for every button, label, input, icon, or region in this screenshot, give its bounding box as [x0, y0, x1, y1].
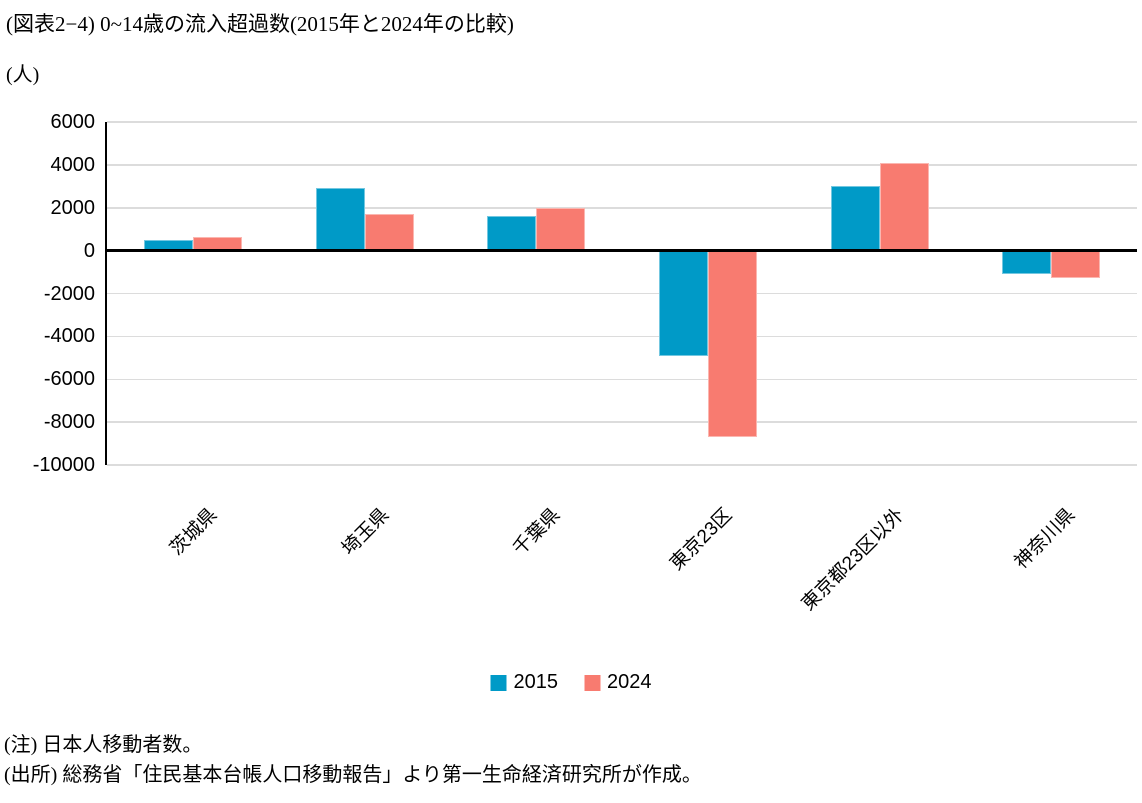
legend-label-2024: 2024	[607, 671, 652, 693]
gridline	[107, 164, 1137, 166]
legend-item-2024: 2024	[584, 671, 652, 694]
x-category-label: 東京都23区以外	[797, 504, 908, 615]
chart-legend: 2015 2024	[490, 671, 652, 694]
gridline	[107, 121, 1137, 123]
zero-axis-line	[107, 249, 1137, 253]
bar-2024-神奈川県	[1051, 250, 1101, 279]
chart-notes: (注) 日本人移動者数。 (出所) 総務省「住民基本台帳人口移動報告」より第一生…	[4, 730, 702, 790]
y-tick-label: 4000	[50, 153, 96, 176]
legend-swatch-2015	[490, 674, 507, 691]
note-line: (注) 日本人移動者数。	[4, 734, 203, 756]
source-line: (出所) 総務省「住民基本台帳人口移動報告」より第一生命経済研究所が作成。	[4, 764, 702, 786]
y-tick-label: 2000	[50, 196, 96, 219]
bar-2024-東京23区	[707, 250, 757, 438]
legend-item-2015: 2015	[490, 671, 559, 694]
bar-2015-埼玉県	[315, 188, 365, 251]
y-tick-label: -8000	[43, 411, 95, 434]
chart-title: (図表2−4) 0~14歳の流入超過数(2015年と2024年の比較)	[6, 12, 514, 36]
gridline	[107, 207, 1137, 209]
bar-2015-東京23区	[658, 250, 708, 356]
legend-label-2015: 2015	[513, 671, 559, 693]
bar-2015-神奈川県	[1002, 250, 1052, 275]
gridline	[107, 335, 1137, 338]
y-tick-label: 6000	[50, 111, 96, 133]
y-axis-unit-label: (人)	[6, 64, 40, 86]
bar-2015-千葉県	[487, 216, 537, 251]
y-tick-label: -10000	[32, 454, 95, 476]
y-axis-line	[105, 122, 107, 465]
bar-2024-東京都23区以外	[879, 162, 929, 251]
gridline	[107, 378, 1137, 380]
gridline	[107, 421, 1137, 423]
y-tick-label: -2000	[43, 282, 95, 305]
bar-2015-東京都23区以外	[830, 186, 880, 251]
y-tick-label: -4000	[43, 325, 95, 348]
x-category-label: 神奈川県	[1010, 504, 1080, 574]
y-tick-label: 0	[83, 239, 95, 262]
gridline	[107, 292, 1137, 295]
legend-swatch-2024	[584, 674, 600, 691]
gridline	[107, 464, 1137, 466]
bar-2024-埼玉県	[364, 214, 414, 251]
bar-2024-千葉県	[536, 207, 586, 251]
y-tick-label: -6000	[43, 368, 95, 391]
